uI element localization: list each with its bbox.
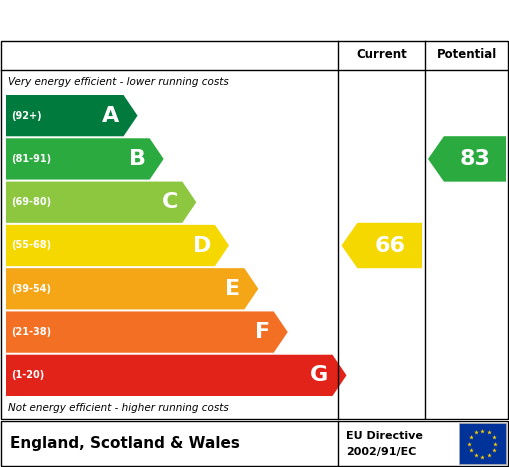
Text: (1-20): (1-20) — [11, 370, 44, 380]
Text: (81-91): (81-91) — [11, 154, 51, 164]
Polygon shape — [6, 311, 288, 353]
Bar — [459, 423, 506, 464]
Text: 66: 66 — [374, 235, 405, 255]
Text: Current: Current — [356, 49, 407, 62]
Text: 2002/91/EC: 2002/91/EC — [347, 447, 417, 457]
Text: F: F — [254, 322, 270, 342]
Polygon shape — [6, 225, 229, 266]
Text: (55-68): (55-68) — [11, 241, 51, 250]
Text: (69-80): (69-80) — [11, 197, 51, 207]
Text: Very energy efficient - lower running costs: Very energy efficient - lower running co… — [8, 77, 229, 87]
Text: D: D — [192, 235, 211, 255]
Text: Not energy efficient - higher running costs: Not energy efficient - higher running co… — [8, 403, 229, 413]
Polygon shape — [6, 355, 347, 396]
Text: B: B — [129, 149, 146, 169]
Text: Energy Efficiency Rating: Energy Efficiency Rating — [92, 8, 417, 32]
Text: Potential: Potential — [437, 49, 497, 62]
Polygon shape — [6, 138, 164, 180]
Text: 83: 83 — [460, 149, 490, 169]
Polygon shape — [6, 268, 259, 310]
Text: E: E — [225, 279, 240, 299]
Text: (39-54): (39-54) — [11, 284, 51, 294]
Polygon shape — [6, 95, 137, 136]
Polygon shape — [342, 223, 422, 268]
Text: C: C — [162, 192, 178, 212]
Text: EU Directive: EU Directive — [347, 432, 423, 441]
Text: G: G — [310, 365, 328, 385]
Text: A: A — [102, 106, 120, 126]
Text: (92+): (92+) — [11, 111, 42, 120]
Polygon shape — [6, 182, 196, 223]
Polygon shape — [428, 136, 506, 182]
Text: (21-38): (21-38) — [11, 327, 51, 337]
Text: England, Scotland & Wales: England, Scotland & Wales — [10, 436, 240, 451]
